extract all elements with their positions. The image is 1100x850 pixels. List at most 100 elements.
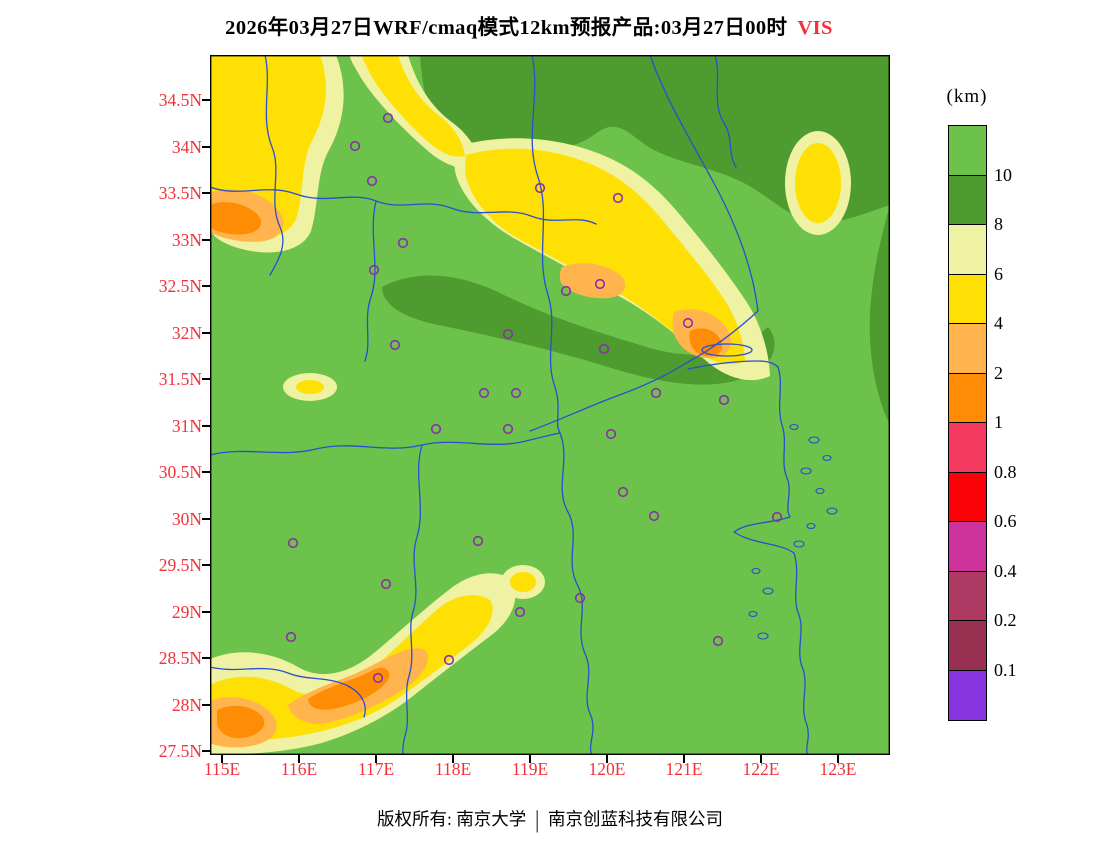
y-axis-label: 28.5N — [158, 648, 202, 668]
station-marker — [368, 264, 380, 276]
x-axis-tick — [837, 755, 839, 763]
contour-blob — [510, 572, 536, 592]
y-axis-label: 32.5N — [158, 276, 202, 296]
y-axis-label: 28N — [171, 694, 202, 715]
contour-layer-1-2km — [210, 202, 723, 739]
legend-color-box — [949, 472, 986, 522]
station-marker — [605, 428, 617, 440]
legend-label: 0.2 — [994, 610, 1017, 630]
station-marker — [650, 387, 662, 399]
contour-blob — [869, 205, 890, 425]
y-axis-label: 33N — [171, 229, 202, 250]
y-axis-label: 29.5N — [158, 555, 202, 575]
island — [826, 507, 838, 515]
legend-color-box — [949, 670, 986, 720]
x-axis-tick — [452, 755, 454, 763]
station-marker — [287, 537, 299, 549]
legend-label: 0.8 — [994, 461, 1017, 482]
legend-color-box — [949, 225, 986, 275]
y-axis-tick — [202, 471, 210, 473]
station-marker — [397, 237, 409, 249]
y-axis-tick — [202, 424, 210, 427]
legend-color-box — [949, 621, 986, 671]
station-marker — [510, 387, 522, 399]
legend-label: 2 — [994, 362, 1003, 383]
island — [748, 610, 758, 618]
island — [800, 467, 812, 475]
x-axis-tick — [760, 755, 762, 763]
map-border — [209, 54, 890, 755]
station-marker — [478, 387, 490, 399]
station-marker — [389, 339, 401, 351]
island — [793, 540, 805, 548]
title-accent: VIS — [797, 17, 833, 39]
station-marker — [502, 423, 514, 435]
station-marker — [382, 112, 394, 124]
contour-blob — [795, 143, 841, 223]
station-marker — [712, 635, 724, 647]
legend-label: 4 — [994, 313, 1003, 333]
station-marker — [598, 343, 610, 355]
island — [751, 567, 761, 575]
y-axis-tick — [202, 145, 210, 148]
station-marker — [366, 175, 378, 187]
boundary-line — [364, 200, 377, 362]
contour-blob — [559, 263, 626, 299]
island — [789, 423, 799, 431]
x-axis-label: 121E — [665, 759, 703, 779]
island — [806, 522, 816, 530]
station-marker — [682, 317, 694, 329]
y-axis-tick — [202, 238, 210, 241]
station-marker — [612, 192, 624, 204]
legend-label: 10 — [994, 164, 1012, 185]
x-axis-tick — [683, 755, 685, 763]
coastline — [687, 360, 809, 756]
station-marker — [443, 654, 455, 666]
offshore-islands — [748, 423, 838, 640]
y-axis-label: 29N — [171, 601, 202, 622]
boundary-line — [209, 666, 366, 718]
y-axis-label: 30N — [171, 508, 202, 529]
copyright-footer: 版权所有: 南京大学 | 南京创蓝科技有限公司 — [0, 806, 1100, 834]
contour-blob — [689, 328, 723, 357]
contour-blob — [420, 55, 890, 223]
y-axis-tick — [202, 192, 210, 194]
x-axis-label: 122E — [742, 759, 780, 779]
station-marker — [380, 578, 392, 590]
boundary-line — [209, 432, 561, 456]
station-marker — [560, 285, 572, 297]
y-axis-tick — [202, 703, 210, 706]
boundary-line — [714, 54, 737, 168]
y-axis-label: 34N — [171, 136, 202, 157]
legend-label: 0.1 — [994, 659, 1017, 680]
legend-color-box — [949, 274, 986, 324]
y-axis-label: 34.5N — [158, 90, 202, 110]
boundary-line — [264, 54, 284, 276]
legend-color-box — [949, 423, 986, 473]
legend-label: 0.4 — [994, 560, 1017, 581]
station-marker — [514, 606, 526, 618]
contour-blob — [362, 55, 465, 157]
legend-color-box — [949, 571, 986, 621]
legend-label: 0.6 — [994, 511, 1017, 531]
station-marker — [534, 182, 546, 194]
y-axis-tick — [202, 285, 210, 287]
x-axis-label: 119E — [511, 759, 549, 779]
legend-label: 6 — [994, 263, 1003, 284]
y-axis-tick — [202, 378, 210, 380]
station-marker — [430, 423, 442, 435]
legend-color-box — [949, 373, 986, 423]
y-axis-tick — [202, 331, 210, 334]
contour-blob — [382, 275, 775, 385]
legend-label: 1 — [994, 412, 1003, 432]
y-axis-tick — [202, 564, 210, 566]
legend-title: (km) — [946, 86, 988, 107]
y-axis-tick — [202, 610, 210, 613]
y-axis-label: 31.5N — [158, 369, 202, 389]
y-axis-tick — [202, 99, 210, 101]
contour-layer-8-10km — [382, 55, 890, 425]
legend-label: 8 — [994, 214, 1003, 234]
station-marker — [594, 278, 606, 290]
island — [822, 454, 832, 462]
